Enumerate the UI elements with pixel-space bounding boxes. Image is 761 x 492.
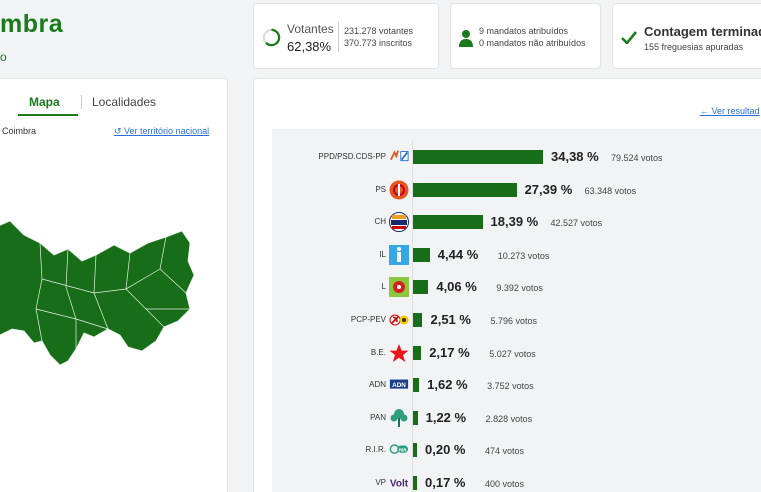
result-bar[interactable] [413,313,423,327]
votes-label: 63.348 votos [584,185,637,196]
votes-label: 5.027 votos [489,348,536,359]
votantes-card: Votantes 62,38% 231.278 votantes 370.773… [253,3,439,69]
votes-label: 42.527 votos [550,218,603,229]
votes-label: 400 votos [485,479,525,489]
party-label: PS [375,184,386,194]
contagem-title: Contagem terminada [644,24,761,39]
volt-logo-icon: Volt [389,473,409,492]
result-bar[interactable] [413,378,420,393]
rir-logo-icon: RIR [389,440,409,460]
percent-label: 2,51 % [430,312,471,327]
party-label: B.E. [370,347,386,357]
person-icon [459,30,473,47]
inscritos-count: 370.773 inscritos [344,38,413,48]
contagem-card: Contagem terminada 155 freguesias apurad… [612,3,761,69]
tab-separator [81,95,82,109]
percent-label: 2,17 % [429,344,470,360]
percent-label: 1,22 % [425,409,467,425]
votantes-percent: 62,38% [287,39,332,54]
freguesias-apuradas: 155 freguesias apuradas [644,42,744,52]
percent-label: 18,39 % [490,214,539,230]
percent-label: 34,38 % [551,149,599,164]
mandatos-card: 9 mandatos atribuídos 0 mandatos não atr… [450,3,601,69]
be-logo-icon [389,343,409,363]
tab-localidades[interactable]: Localidades [92,95,157,109]
party-label: VP [375,478,386,487]
result-bar[interactable] [413,443,417,458]
district-subtitle: o [0,50,7,64]
result-bar[interactable] [413,215,483,230]
votes-label: 10.273 votos [497,250,550,261]
result-bar[interactable] [413,345,422,360]
map-region-label: Coimbra [2,126,37,136]
result-bar[interactable] [413,410,418,425]
party-label: L [381,282,386,292]
percent-label: 0,20 % [425,442,466,458]
votantes-divider [338,22,339,52]
national-territory-link-text: Ver território nacional [124,126,210,136]
ad-logo-icon [389,147,409,167]
votantes-label: Votantes [287,22,334,36]
percent-label: 1,62 % [427,377,468,393]
check-icon [621,31,637,44]
cdu-logo-icon [389,310,409,330]
party-label: PPD/PSD.CDS-PP [318,152,386,161]
result-bar[interactable] [413,150,543,164]
party-label: IL [379,249,386,259]
svg-text:RIR: RIR [399,448,408,453]
tab-mapa[interactable]: Mapa [29,95,60,109]
turnout-ring-icon [262,28,281,47]
tab-mapa-underline [18,114,78,116]
votes-label: 79.524 votos [611,153,663,163]
party-label: PAN [370,412,386,422]
map-panel: Mapa Localidades Coimbra ↺ Ver territóri… [0,78,228,492]
result-bar[interactable] [413,247,430,262]
votes-label: 5.796 votos [490,316,538,326]
il-logo-icon [389,244,409,265]
ps-logo-icon [389,180,409,200]
result-bar[interactable] [413,280,429,295]
percent-label: 0,17 % [425,475,466,490]
votes-label: 3.752 votos [487,381,534,392]
results-panel: ← Ver resultad [253,78,761,492]
percent-label: 4,44 % [437,246,479,262]
party-label: PCP-PEV [350,315,386,324]
votantes-count: 231.278 votantes [344,26,414,36]
mandatos-nao-atribuidos: 0 mandatos não atribuídos [479,38,586,48]
chega-logo-icon [389,212,409,233]
district-map[interactable] [0,209,229,389]
votes-label: 474 votos [485,446,525,457]
svg-text:ADN: ADN [392,382,406,389]
national-territory-link[interactable]: ↺ Ver território nacional [114,126,210,136]
mandatos-atribuidos: 9 mandatos atribuídos [479,26,569,36]
result-bar[interactable] [413,182,517,197]
party-label: ADN [369,380,386,390]
svg-text:Volt: Volt [390,479,409,490]
adn-logo-icon: ADN [389,375,409,395]
party-label: CH [374,217,386,227]
ver-resultados-text: Ver resultad [711,106,760,116]
percent-label: 27,39 % [524,181,573,197]
livre-logo-icon [389,277,409,298]
district-title: mbra [0,10,64,38]
votes-label: 2.828 votos [485,413,533,424]
result-bar[interactable] [413,476,417,490]
chart-axis [412,140,413,492]
percent-label: 4,06 % [436,279,477,295]
party-label: R.I.R. [365,445,386,455]
votes-label: 9.392 votos [496,283,543,294]
pan-logo-icon [389,408,409,428]
ver-resultados-link[interactable]: ← Ver resultad [700,106,760,116]
